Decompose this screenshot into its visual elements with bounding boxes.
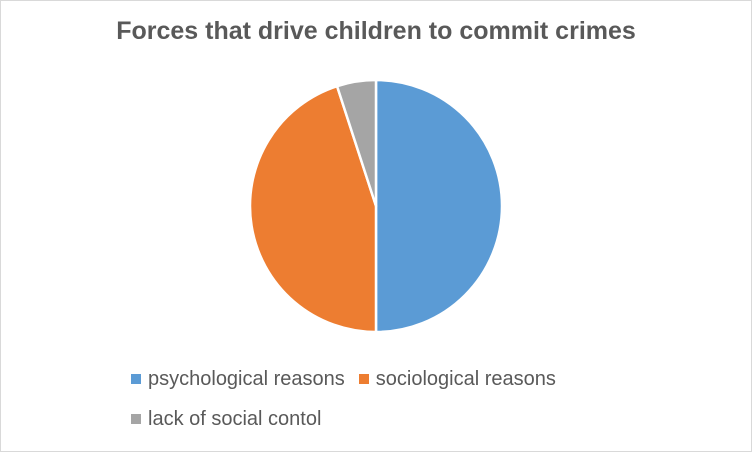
legend-item-sociological[interactable]: sociological reasons xyxy=(358,367,556,391)
legend-label-sociological: sociological reasons xyxy=(375,367,556,390)
legend-row-1: psychological reasons sociological reaso… xyxy=(131,365,651,393)
legend: psychological reasons sociological reaso… xyxy=(131,365,651,445)
pie-slices xyxy=(248,78,504,334)
legend-swatch-sociological xyxy=(358,374,369,384)
legend-label-social-control: lack of social contol xyxy=(148,407,322,430)
pie-slice-social-control[interactable] xyxy=(335,78,378,208)
pie-slice-sociological[interactable] xyxy=(248,84,378,334)
legend-swatch-social-control xyxy=(131,414,141,424)
legend-swatch-psychological xyxy=(131,374,141,384)
legend-item-social-control[interactable]: lack of social contol xyxy=(131,408,321,431)
pie-slice-psychological[interactable] xyxy=(374,78,504,334)
legend-label-psychological: psychological reasons xyxy=(148,367,345,390)
legend-item-psychological[interactable]: psychological reasons xyxy=(131,368,345,391)
legend-row-2: lack of social contol xyxy=(131,405,651,433)
chart-title: Forces that drive children to commit cri… xyxy=(116,17,636,45)
